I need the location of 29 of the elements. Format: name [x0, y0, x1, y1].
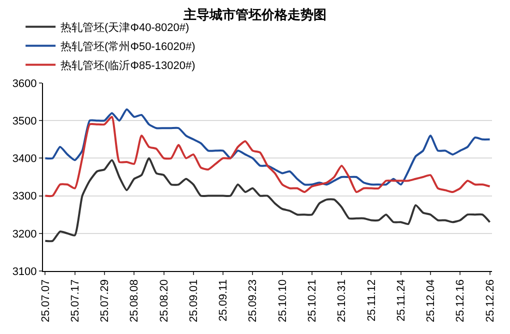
x-tick-label: 25.10.10	[276, 279, 289, 322]
line-series	[44, 157, 491, 242]
x-tick-label: 25.08.08	[128, 279, 141, 322]
legend-label: 热轧管坯(天津Φ40-8020#)	[60, 21, 190, 34]
y-tick-label: 3600	[12, 78, 37, 90]
x-tick-label: 25.10.21	[306, 279, 319, 322]
x-tick-label: 25.09.23	[247, 279, 260, 322]
legend-label: 热轧管坯(常州Φ50-16020#)	[60, 40, 196, 54]
x-tick-label: 25.12.26	[484, 279, 496, 322]
x-tick-label: 25.11.12	[366, 279, 378, 322]
x-tick-label: 25.11.24	[395, 279, 408, 322]
y-tick-label: 3100	[12, 266, 37, 278]
y-tick-label: 3500	[12, 115, 37, 128]
x-tick-label: 25.09.01	[188, 279, 200, 322]
y-tick-label: 3400	[12, 153, 37, 166]
y-tick-label: 3300	[12, 190, 37, 203]
line-series	[44, 116, 491, 197]
x-tick-label: 25.08.20	[158, 279, 170, 322]
x-tick-label: 25.07.07	[40, 279, 52, 322]
x-tick-label: 25.12.04	[425, 279, 438, 322]
y-tick-label: 3200	[12, 228, 37, 240]
x-tick-label: 25.09.11	[218, 279, 230, 322]
chart-title: 主导城市管坯价格走势图	[182, 7, 326, 22]
x-tick-label: 25.07.29	[99, 279, 112, 322]
x-tick-label: 25.10.31	[336, 279, 348, 322]
x-tick-label: 25.12.16	[454, 279, 467, 322]
line-series	[44, 108, 491, 186]
legend-label: 热轧管坯(临沂Φ85-13020#)	[60, 59, 196, 72]
x-tick-label: 25.07.17	[69, 279, 82, 322]
